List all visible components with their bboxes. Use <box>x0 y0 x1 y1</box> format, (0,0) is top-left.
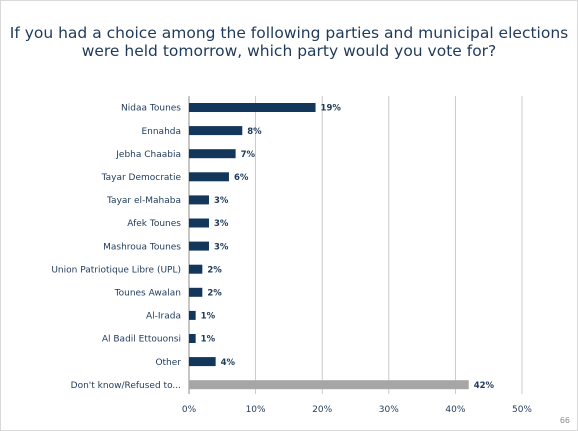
category-label: Al-Irada <box>146 312 181 322</box>
data-label: 1% <box>201 312 216 322</box>
x-tick-label: 10% <box>246 405 266 415</box>
data-label: 2% <box>207 265 222 275</box>
bar <box>189 310 196 320</box>
category-label: Al Badil Ettouonsi <box>102 335 181 345</box>
page-number: 66 <box>559 416 570 425</box>
data-label: 2% <box>207 289 222 299</box>
bar <box>189 264 203 274</box>
chart-title-line-1: If you had a choice among the following … <box>9 24 569 42</box>
category-label: Union Patriotique Libre (UPL) <box>51 265 181 275</box>
bar <box>189 334 196 343</box>
x-tick-label: 50% <box>512 405 532 415</box>
data-label: 3% <box>214 242 229 252</box>
chart-title-line-2: were held tomorrow, which party would yo… <box>81 42 497 60</box>
category-label: Other <box>155 358 181 368</box>
data-label: 8% <box>247 127 262 137</box>
category-label: Tounes Awalan <box>114 289 181 299</box>
chart-title: If you had a choice among the following … <box>0 24 578 60</box>
category-label: Afek Tounes <box>127 219 181 229</box>
category-label: Tayar Democratie <box>101 173 182 183</box>
category-label: Jebha Chaabia <box>115 150 181 160</box>
x-tick-label: 20% <box>312 405 332 415</box>
bar <box>189 149 236 159</box>
category-label: Ennahda <box>141 127 181 137</box>
category-label: Don't know/Refused to... <box>71 381 181 391</box>
data-label: 4% <box>221 358 236 368</box>
bar <box>189 195 209 205</box>
x-tick-label: 40% <box>445 405 465 415</box>
bar <box>189 218 209 228</box>
bar <box>189 126 243 136</box>
bar <box>189 380 469 390</box>
bar <box>189 172 229 182</box>
bar <box>189 241 209 251</box>
bar <box>189 357 216 367</box>
bar <box>189 287 203 297</box>
x-tick-label: 0% <box>182 405 197 415</box>
data-label: 1% <box>201 335 216 345</box>
x-tick-label: 30% <box>379 405 399 415</box>
data-label: 7% <box>241 150 256 160</box>
data-label: 6% <box>234 173 249 183</box>
category-label: Nidaa Tounes <box>121 104 181 114</box>
bar <box>189 103 316 112</box>
data-label: 42% <box>474 381 495 391</box>
category-label: Mashroua Tounes <box>103 242 181 252</box>
data-label: 3% <box>214 219 229 229</box>
category-label: Tayar el-Mahaba <box>106 196 181 206</box>
data-label: 3% <box>214 196 229 206</box>
data-label: 19% <box>321 104 342 114</box>
